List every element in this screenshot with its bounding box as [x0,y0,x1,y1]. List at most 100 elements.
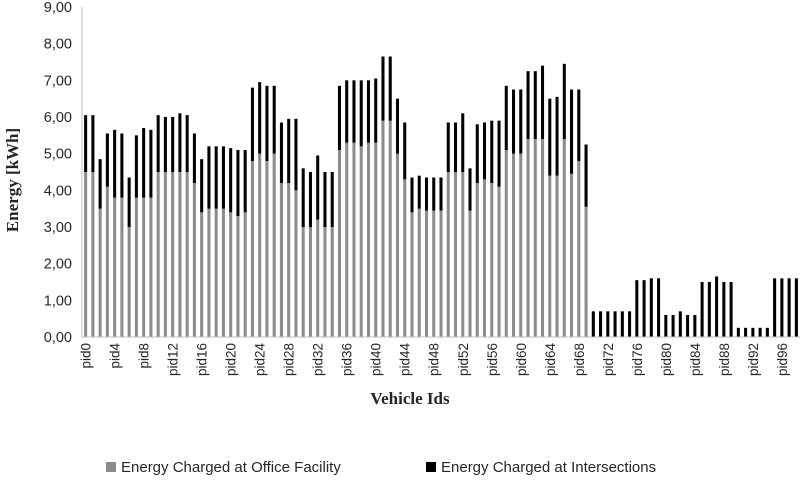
bar-intersections-segment [171,117,175,172]
bar-office-segment [163,172,167,337]
bar-intersections-segment [337,85,341,150]
bar-office-segment [562,139,566,337]
bar-intersections-segment [229,148,233,213]
bar-intersections-segment [613,311,617,337]
bar-intersections-segment [693,315,697,337]
bar-intersections-segment [330,172,334,227]
bar-intersections-segment [113,129,117,198]
bar-intersections-segment [134,135,138,198]
bar-intersections-segment [519,89,523,154]
bar-office-segment [301,227,305,337]
x-axis-title: Vehicle Ids [370,389,450,408]
bar-intersections-segment [316,155,320,220]
bar-intersections-segment [156,115,160,172]
bar-intersections-segment [773,278,777,337]
bar-office-segment [395,153,400,337]
x-tick-label: pid28 [282,343,297,376]
bar-intersections-segment [91,115,95,172]
bar-office-segment [388,120,392,337]
x-tick-label: pid20 [224,343,239,376]
bar-intersections-segment [439,177,443,211]
bar-office-segment [258,153,262,337]
bar-intersections-segment [352,80,356,143]
x-tick-label: pid12 [166,343,181,376]
bar-intersections-segment [707,282,711,337]
bar-office-segment [533,139,537,337]
bar-intersections-segment [715,276,719,337]
bar-intersections-segment [185,115,189,172]
bar-intersections-segment [562,63,566,139]
x-tick-label: pid72 [601,343,616,376]
bar-intersections-segment [794,278,798,337]
bar-office-segment [98,208,102,337]
bar-intersections-segment [192,133,196,183]
bar-office-segment [555,175,559,337]
bar-intersections-segment [417,175,421,209]
bar-intersections-segment [287,118,291,183]
bar-intersections-segment [504,85,508,150]
legend-label-office: Energy Charged at Office Facility [121,459,341,476]
bar-office-segment [156,172,160,337]
x-tick-label: pid48 [427,343,442,376]
bar-office-segment [113,197,117,337]
bar-intersections-segment [787,278,791,337]
bar-office-segment [570,173,574,337]
bar-office-segment [432,210,436,337]
bar-office-segment [294,190,298,337]
bar-office-segment [149,197,153,337]
bar-office-segment [171,172,175,337]
bar-intersections-segment [142,128,146,198]
x-tick-label: pid8 [137,343,152,369]
bar-intersections-segment [570,89,574,174]
bar-office-segment [381,120,385,337]
bar-intersections-segment [541,65,545,139]
bar-intersections-segment [410,177,414,213]
x-tick-label: pid24 [253,343,268,377]
bar-office-segment [105,186,109,337]
bar-intersections-segment [497,120,501,187]
x-tick-label: pid36 [340,343,355,376]
x-tick-label: pid68 [572,343,587,376]
bar-office-segment [359,146,363,337]
bar-intersections-segment [548,98,552,176]
x-tick-label: pid0 [79,343,94,369]
x-tick-label: pid52 [456,343,471,376]
bar-intersections-segment [482,122,487,180]
bar-intersections-segment [751,327,755,337]
bar-office-segment [504,150,508,337]
bar-office-segment [352,142,356,337]
x-tick-label: pid44 [398,343,413,377]
bar-office-segment [308,227,312,337]
bar-office-segment [446,172,450,337]
y-tick-label: 5,00 [44,147,72,163]
bar-office-segment [468,210,472,337]
bar-intersections-segment [686,315,690,337]
y-tick-label: 1,00 [44,293,72,309]
bar-intersections-segment [700,282,704,337]
bar-office-segment [439,210,443,337]
x-tick-label: pid64 [543,343,558,377]
bar-intersections-segment [664,315,668,337]
bar-intersections-segment [526,71,530,139]
bar-intersections-segment [780,278,784,337]
bar-office-segment [403,179,407,337]
x-tick-label: pid76 [630,343,645,376]
bar-intersections-segment [214,146,218,209]
bar-intersections-segment [207,146,211,209]
bar-intersections-segment [533,71,537,139]
bar-intersections-segment [765,327,769,337]
bar-intersections-segment [279,122,283,183]
bar-intersections-segment [403,122,407,180]
bar-intersections-segment [265,85,269,161]
y-tick-label: 7,00 [44,73,72,89]
y-tick-label: 8,00 [44,37,72,53]
legend-swatch-intersections [426,462,436,472]
x-tick-label: pid60 [514,343,529,376]
bar-intersections-segment [258,82,262,154]
bar-office-segment [178,172,182,337]
y-tick-label: 6,00 [44,110,72,126]
bar-intersections-segment [512,89,516,154]
bar-intersections-segment [366,80,370,143]
bar-intersections-segment [424,177,429,211]
